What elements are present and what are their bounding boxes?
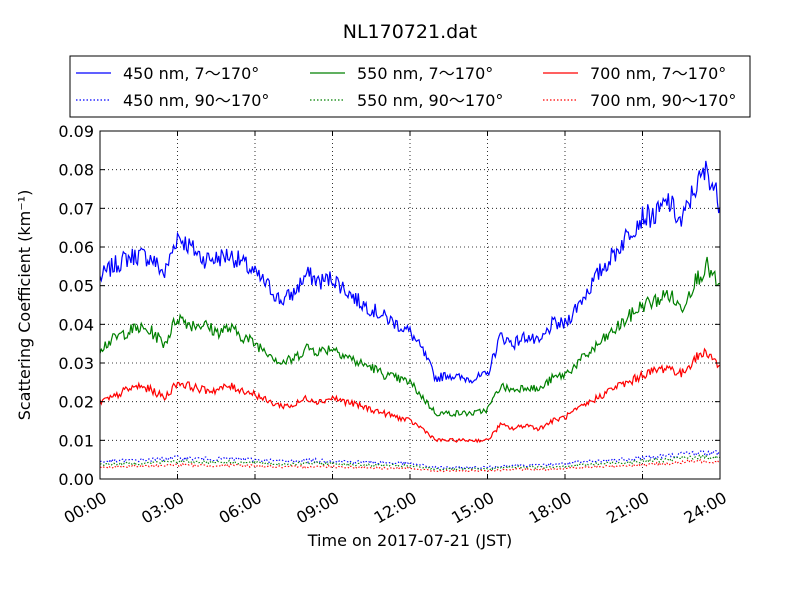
series-line-1 — [99, 256, 721, 418]
y-tick-label: 0.04 — [58, 315, 94, 334]
legend-label: 700 nm, 90～170° — [590, 91, 736, 110]
y-tick-label: 0.06 — [58, 238, 94, 257]
y-tick-label: 0.03 — [58, 354, 94, 373]
y-tick-label: 0.00 — [58, 470, 94, 489]
legend-label: 550 nm, 90～170° — [357, 91, 503, 110]
x-tick-label: 06:00 — [216, 488, 265, 528]
y-axis-label: Scattering Coefficient (km⁻¹) — [15, 190, 34, 421]
y-tick-label: 0.05 — [58, 277, 94, 296]
legend-label: 450 nm, 90～170° — [123, 91, 269, 110]
series-line-3 — [99, 449, 721, 470]
x-tick-label: 03:00 — [138, 488, 187, 528]
x-tick-label: 24:00 — [681, 488, 730, 528]
y-tick-label: 0.09 — [58, 122, 94, 141]
y-tick-label: 0.01 — [58, 431, 94, 450]
y-tick-label: 0.02 — [58, 393, 94, 412]
series-group — [99, 160, 721, 473]
x-axis-label: Time on 2017-07-21 (JST) — [307, 531, 512, 550]
chart-title: NL170721.dat — [343, 21, 478, 43]
grid — [100, 131, 720, 479]
legend-label: 450 nm, 7～170° — [123, 64, 259, 83]
legend-box — [69, 55, 751, 118]
x-tick-label: 00:00 — [61, 488, 110, 528]
legend-label: 700 nm, 7～170° — [590, 64, 726, 83]
y-tick-label: 0.07 — [58, 199, 94, 218]
series-line-2 — [99, 347, 721, 444]
legend-label: 550 nm, 7～170° — [357, 64, 493, 83]
x-tick-label: 09:00 — [293, 488, 342, 528]
x-tick-label: 21:00 — [603, 488, 652, 528]
y-tick-label: 0.08 — [58, 161, 94, 180]
series-line-0 — [99, 160, 721, 384]
x-tick-label: 12:00 — [371, 488, 420, 528]
x-tick-label: 18:00 — [526, 488, 575, 528]
legend: 450 nm, 7～170° 550 nm, 7～170° 700 nm, 7～17… — [69, 55, 751, 118]
series-line-4 — [100, 453, 720, 471]
x-tick-label: 15:00 — [448, 488, 497, 528]
series-line-5 — [99, 458, 721, 473]
